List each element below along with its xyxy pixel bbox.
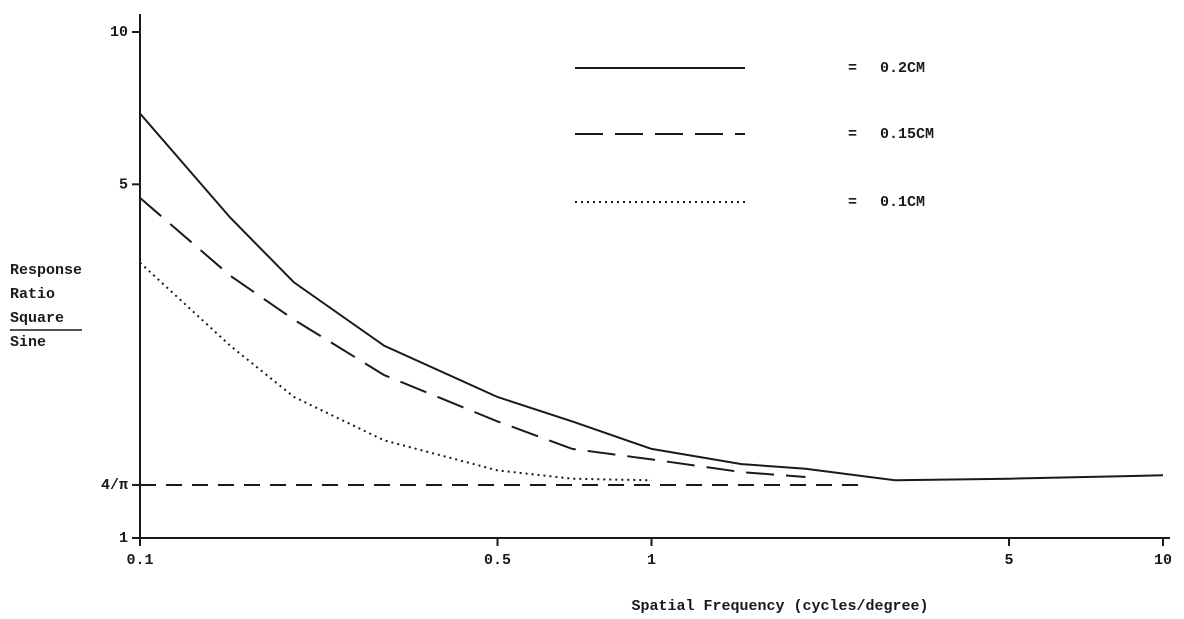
legend-prefix: = — [848, 126, 857, 143]
legend-prefix: = — [848, 60, 857, 77]
y-tick-label: 10 — [110, 24, 128, 41]
y-label: Response — [10, 262, 82, 279]
legend-label: 0.15CM — [880, 126, 934, 143]
series-line — [139, 112, 1164, 482]
y-label: Square — [10, 310, 64, 327]
y-tick-label: 5 — [119, 176, 128, 193]
y-tick-label: 1 — [119, 530, 128, 547]
y-label: Ratio — [10, 286, 55, 303]
x-tick-label: 1 — [647, 552, 656, 569]
x-axis-label: Spatial Frequency (cycles/degree) — [631, 598, 928, 615]
legend-label: 0.1CM — [880, 194, 925, 211]
series-line — [139, 197, 806, 478]
x-tick-label: 10 — [1154, 552, 1172, 569]
x-tick-label: 0.5 — [484, 552, 511, 569]
legend-label: 0.2CM — [880, 60, 925, 77]
y-label: Sine — [10, 334, 46, 351]
series-line — [139, 261, 652, 482]
x-tick-label: 5 — [1005, 552, 1014, 569]
legend-prefix: = — [848, 194, 857, 211]
x-tick-label: 0.1 — [126, 552, 153, 569]
y-tick-label: 4/π — [101, 477, 128, 494]
